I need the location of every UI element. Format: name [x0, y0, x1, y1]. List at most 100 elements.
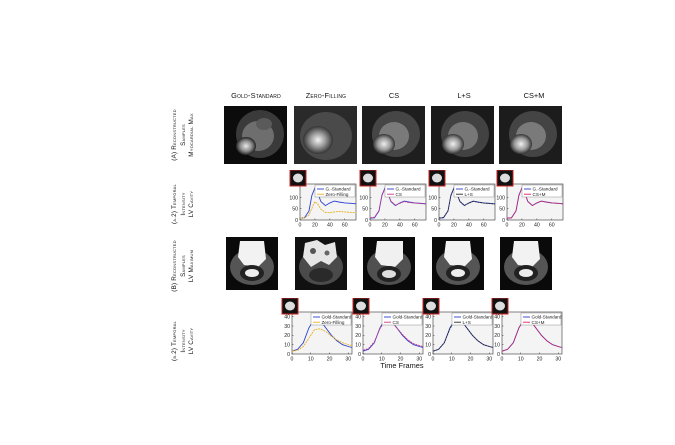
x-tick-label: 20 [327, 357, 333, 363]
legend-label: G.-Standard [396, 187, 421, 192]
y-tick-label: 20 [355, 333, 361, 339]
legend-label: Zero-Filling [322, 320, 345, 325]
series-line-1 [369, 187, 427, 219]
y-tick-label: 40 [494, 314, 500, 320]
chart-svg: 0 10 20 30 40 0 10 20 30 Gold-StandardZero-Fillin… [281, 298, 353, 363]
legend-box [310, 312, 352, 326]
legend-label: Zero-Filling [326, 192, 349, 197]
x-tick-label: 20 [451, 223, 457, 229]
y-tick-label: 0 [365, 218, 368, 224]
mask-b-zero-filling [295, 237, 347, 290]
legend-label: Gold-Standard [463, 315, 493, 320]
mask-b-gold [226, 237, 278, 290]
y-tick-label: 50 [499, 207, 505, 213]
legend-box [520, 312, 562, 326]
legend-label: Gold-Standard [393, 315, 423, 320]
y-tick-label: 20 [494, 333, 500, 339]
x-tick-label: 20 [312, 223, 318, 229]
y-tick-label: 20 [425, 333, 431, 339]
chart-b2-zero: 0 10 20 30 40 0 10 20 30 Gold-Standard Zero-Fillin… [280, 298, 354, 364]
y-tick-label: 0 [295, 218, 298, 224]
chart-a2-csm: 0 50 100 0 20 40 60 G.-Standard CS+M [495, 170, 565, 230]
legend-label: L+S [463, 320, 471, 325]
y-tick-label: 10 [494, 342, 500, 348]
legend-box [453, 184, 495, 198]
thumbnail-blob [426, 301, 436, 311]
x-tick-label: 10 [449, 357, 455, 363]
x-tick-label: 60 [549, 223, 555, 229]
legend-label: Gold-Standard [322, 315, 352, 320]
col-header-csm: CS+M [523, 91, 545, 100]
x-tick-label: 0 [362, 357, 365, 363]
row-label-b2: (b.2) Temporal Intensity LV Cavity [171, 321, 196, 361]
thumbnail-blob [432, 173, 442, 183]
x-tick-label: 40 [327, 223, 333, 229]
legend-label: CS [396, 192, 402, 197]
y-tick-label: 30 [355, 324, 361, 330]
x-tick-label: 20 [468, 357, 474, 363]
x-tick-label: 0 [506, 223, 509, 229]
mri-a-gold [224, 106, 287, 164]
col-header-ls: L+S [457, 91, 471, 100]
series-line-1 [299, 200, 356, 219]
y-tick-label: 50 [362, 207, 368, 213]
thumbnail-blob [356, 301, 366, 311]
thumbnail-blob [363, 173, 373, 183]
legend-label: CS [393, 320, 399, 325]
y-tick-label: 30 [494, 324, 500, 330]
x-tick-label: 30 [486, 357, 492, 363]
legend-label: CS+M [533, 192, 546, 197]
y-tick-label: 100 [496, 195, 505, 201]
thumbnail-blob [495, 301, 505, 311]
mri-a-cs [362, 106, 425, 164]
y-tick-label: 30 [425, 324, 431, 330]
row-label-a1: (A) Reconstructed Samples Myocardial Max [171, 109, 196, 161]
series-line-0 [299, 187, 357, 219]
y-tick-label: 40 [425, 314, 431, 320]
y-tick-label: 20 [284, 333, 290, 339]
mri-a-csm [499, 106, 562, 164]
x-tick-label: 0 [291, 357, 294, 363]
x-tick-label: 20 [519, 223, 525, 229]
legend-box [521, 184, 563, 198]
x-tick-label: 0 [438, 223, 441, 229]
legend-label: G.-Standard [326, 187, 351, 192]
x-tick-label: 0 [432, 357, 435, 363]
x-tick-label: 10 [308, 357, 314, 363]
y-tick-label: 0 [287, 352, 290, 358]
y-tick-label: 10 [284, 342, 290, 348]
y-tick-label: 100 [359, 195, 368, 201]
x-tick-label: 10 [518, 357, 524, 363]
series-line-1 [291, 328, 353, 352]
x-tick-label: 20 [537, 357, 543, 363]
mri-a-ls [431, 106, 494, 164]
legend-box [314, 184, 356, 198]
y-tick-label: 0 [428, 352, 431, 358]
legend-label: L+S [465, 192, 473, 197]
x-axis-label: Time Frames [380, 361, 424, 370]
legend-box [451, 312, 493, 326]
series-line-1 [438, 187, 496, 219]
thumbnail-blob [293, 173, 303, 183]
y-tick-label: 10 [355, 342, 361, 348]
thumbnail-blob [285, 301, 295, 311]
row-label-b1: (B) Reconstructed Samples LV Maximum [171, 240, 196, 292]
x-tick-label: 60 [412, 223, 418, 229]
y-tick-label: 50 [431, 207, 437, 213]
y-tick-label: 40 [355, 314, 361, 320]
chart-a2-zero: 0 50 100 0 20 40 60 G.-Standard Zero-Filling [288, 170, 358, 230]
x-tick-label: 20 [398, 357, 404, 363]
x-tick-label: 60 [342, 223, 348, 229]
series-line-1 [506, 187, 564, 219]
chart-b2-ls: 0 10 20 30 40 0 10 20 30 Gold-Standard L+S [421, 298, 495, 364]
legend-box [381, 312, 423, 326]
y-tick-label: 10 [425, 342, 431, 348]
x-tick-label: 60 [481, 223, 487, 229]
y-tick-label: 0 [502, 218, 505, 224]
mri-a-zero-filling [294, 106, 357, 164]
mask-b-csm [500, 237, 552, 290]
